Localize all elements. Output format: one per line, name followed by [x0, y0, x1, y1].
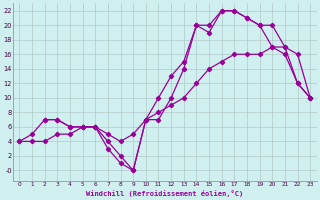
X-axis label: Windchill (Refroidissement éolien,°C): Windchill (Refroidissement éolien,°C)	[86, 190, 244, 197]
